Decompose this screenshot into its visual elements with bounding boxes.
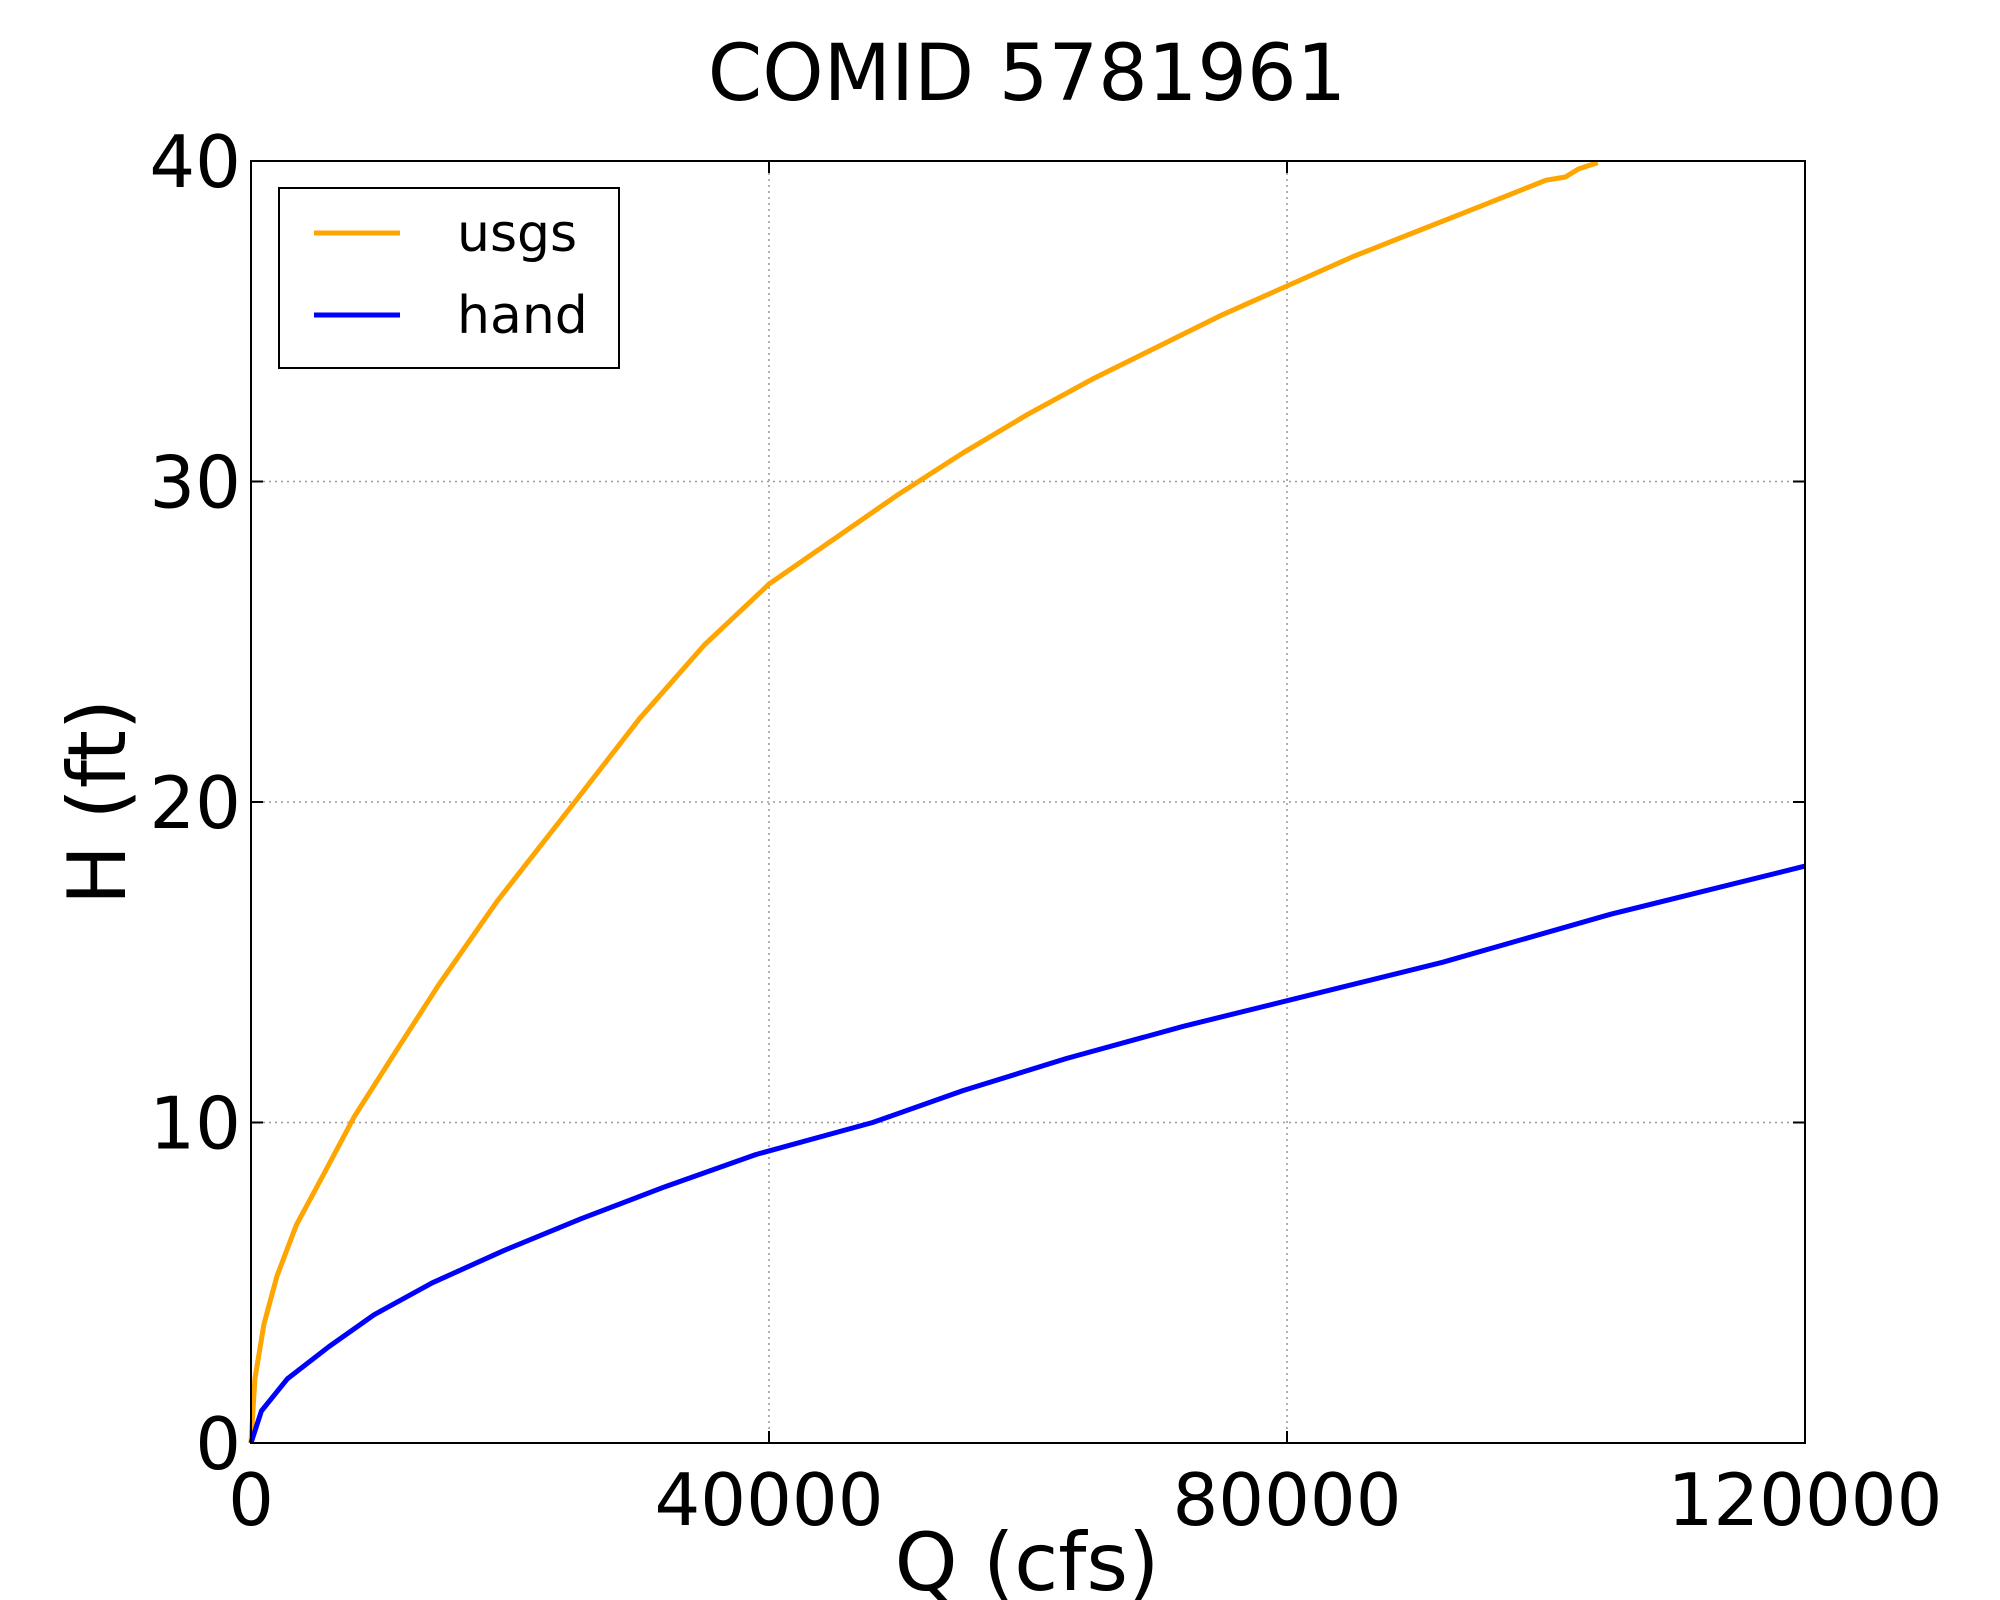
series-line-usgs: [248, 160, 1599, 1444]
x-tick-label: 80000: [1172, 1458, 1401, 1542]
x-axis-title: Q (cfs): [895, 1516, 1160, 1600]
series-line-hand: [248, 863, 1806, 1444]
series-lines: [248, 160, 1806, 1444]
legend-label-usgs: usgs: [457, 204, 577, 264]
x-tick-label: 120000: [1668, 1458, 1943, 1542]
legend-label-hand: hand: [457, 286, 588, 346]
x-tick-labels: 0 40000 80000 120000: [228, 1458, 1942, 1542]
y-tick-label: 0: [195, 1402, 241, 1486]
axis-ticks: [250, 160, 1806, 1444]
y-tick-labels: 0 10 20 30 40: [149, 120, 241, 1486]
gridlines: [251, 161, 1805, 1443]
chart-title: COMID 5781961: [708, 29, 1346, 119]
legend-box: [278, 187, 620, 369]
y-tick-label: 30: [149, 441, 241, 525]
y-tick-label: 40: [149, 120, 241, 204]
y-tick-label: 10: [149, 1082, 241, 1166]
x-tick-label: 40000: [654, 1458, 883, 1542]
y-tick-label: 20: [149, 761, 241, 845]
legend: usgs hand: [278, 187, 620, 369]
y-axis-title: H (ft): [51, 699, 144, 905]
x-tick-label: 0: [228, 1458, 274, 1542]
